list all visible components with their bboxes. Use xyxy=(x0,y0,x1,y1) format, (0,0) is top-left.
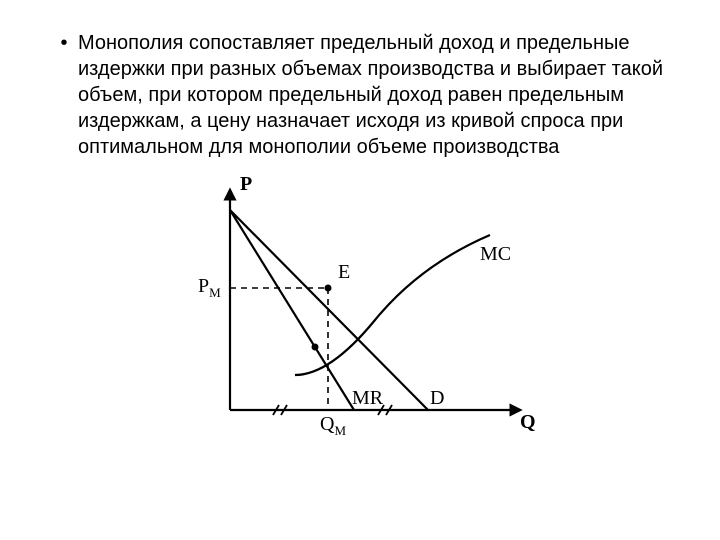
mc-label: MC xyxy=(480,243,511,265)
monopoly-chart: P Q D MR MC E PM QM xyxy=(180,170,540,450)
axis-label-p: P xyxy=(240,173,252,195)
bullet-paragraph: • Монополия сопоставляет предельный дохо… xyxy=(50,30,670,160)
point-mr-mc xyxy=(312,344,319,351)
axis-label-q: Q xyxy=(520,411,536,433)
d-label: D xyxy=(430,387,444,409)
bullet-glyph: • xyxy=(50,30,78,56)
e-label: E xyxy=(338,261,350,283)
qm-label: QM xyxy=(320,413,346,438)
mr-line xyxy=(230,210,354,410)
paragraph-text: Монополия сопоставляет предельный доход … xyxy=(78,30,670,160)
pm-label: PM xyxy=(198,275,221,300)
demand-line xyxy=(230,210,428,410)
mr-label: MR xyxy=(352,387,384,409)
point-e xyxy=(325,285,332,292)
